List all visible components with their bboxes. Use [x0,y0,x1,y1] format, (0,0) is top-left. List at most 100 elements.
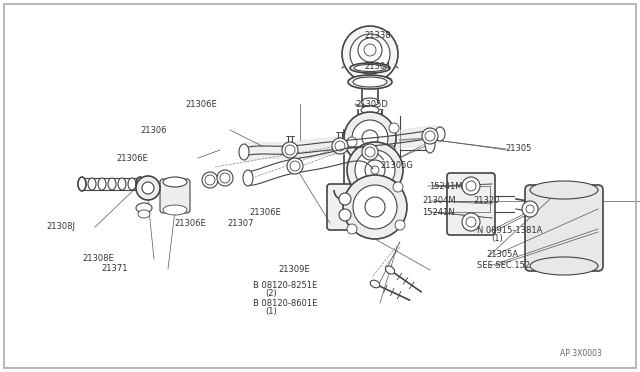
Circle shape [362,130,378,146]
Circle shape [422,128,438,144]
Circle shape [364,44,376,56]
Text: 21306E: 21306E [174,219,206,228]
Ellipse shape [88,178,96,190]
Ellipse shape [361,98,379,106]
Circle shape [290,161,300,171]
Circle shape [355,150,395,190]
Ellipse shape [357,118,383,126]
Circle shape [352,120,388,156]
Circle shape [347,137,357,147]
Circle shape [347,142,403,198]
Text: 21338: 21338 [365,31,392,40]
Circle shape [393,182,403,192]
Circle shape [142,182,154,194]
Ellipse shape [425,135,435,153]
Text: 21306E: 21306E [250,208,282,217]
Ellipse shape [118,178,126,190]
Ellipse shape [243,170,253,186]
Circle shape [462,177,480,195]
Ellipse shape [138,210,150,218]
Circle shape [462,213,480,231]
Circle shape [365,160,385,180]
Circle shape [371,166,379,174]
FancyBboxPatch shape [327,184,363,230]
FancyBboxPatch shape [525,185,603,271]
Circle shape [285,145,295,155]
Text: 21308E: 21308E [82,254,114,263]
Circle shape [282,142,298,158]
Circle shape [425,131,435,141]
Circle shape [342,26,398,82]
Circle shape [358,38,382,62]
Text: 21309E: 21309E [278,265,310,274]
Ellipse shape [163,205,187,215]
Ellipse shape [385,266,395,274]
Text: 21320: 21320 [474,196,500,205]
Circle shape [395,220,405,230]
Text: 21304: 21304 [365,62,391,71]
Text: 21371: 21371 [101,264,127,273]
Circle shape [202,172,218,188]
Text: (2): (2) [266,289,277,298]
Text: AP 3X0003: AP 3X0003 [560,350,602,359]
Ellipse shape [136,203,152,213]
Ellipse shape [350,63,390,73]
Text: B 08120-8251E: B 08120-8251E [253,281,317,290]
Ellipse shape [348,75,392,89]
Text: 21305G: 21305G [381,161,413,170]
Circle shape [353,185,397,229]
Circle shape [205,175,215,185]
Ellipse shape [78,177,86,191]
Text: 21305D: 21305D [355,100,388,109]
Circle shape [344,112,396,164]
Ellipse shape [530,181,598,199]
Ellipse shape [353,77,387,87]
Ellipse shape [435,127,445,141]
Circle shape [335,141,345,151]
Circle shape [522,201,538,217]
Circle shape [339,193,351,205]
Ellipse shape [136,177,144,191]
Circle shape [136,176,160,200]
Text: 21308J: 21308J [46,222,75,231]
Text: 15241M: 15241M [429,182,462,190]
Text: (1): (1) [492,234,503,243]
Ellipse shape [128,178,136,190]
Circle shape [466,217,476,227]
Ellipse shape [370,280,380,288]
Circle shape [365,147,375,157]
Circle shape [287,158,303,174]
Text: SEE SEC.152: SEE SEC.152 [477,262,530,270]
Circle shape [526,205,534,213]
Circle shape [385,145,395,155]
Text: 21305A: 21305A [486,250,518,259]
Circle shape [347,224,357,234]
Circle shape [332,138,348,154]
Text: 21306E: 21306E [186,100,218,109]
Text: 21307: 21307 [227,219,253,228]
Ellipse shape [163,177,187,187]
Ellipse shape [108,178,116,190]
Ellipse shape [98,178,106,190]
Text: B 08120-8601E: B 08120-8601E [253,299,317,308]
Circle shape [466,181,476,191]
Circle shape [220,173,230,183]
FancyBboxPatch shape [447,173,495,235]
Ellipse shape [354,64,386,71]
Ellipse shape [361,106,379,114]
Text: (1): (1) [266,307,277,316]
Text: 21304M: 21304M [422,196,456,205]
Ellipse shape [239,144,249,160]
Circle shape [217,170,233,186]
Ellipse shape [530,257,598,275]
Ellipse shape [78,178,86,190]
FancyBboxPatch shape [160,179,190,213]
Text: 21306E: 21306E [116,154,148,163]
Text: 21305: 21305 [506,144,532,153]
Circle shape [389,123,399,133]
Text: 21306: 21306 [141,126,167,135]
Circle shape [350,34,390,74]
Circle shape [343,175,407,239]
Circle shape [362,144,378,160]
Circle shape [339,209,351,221]
